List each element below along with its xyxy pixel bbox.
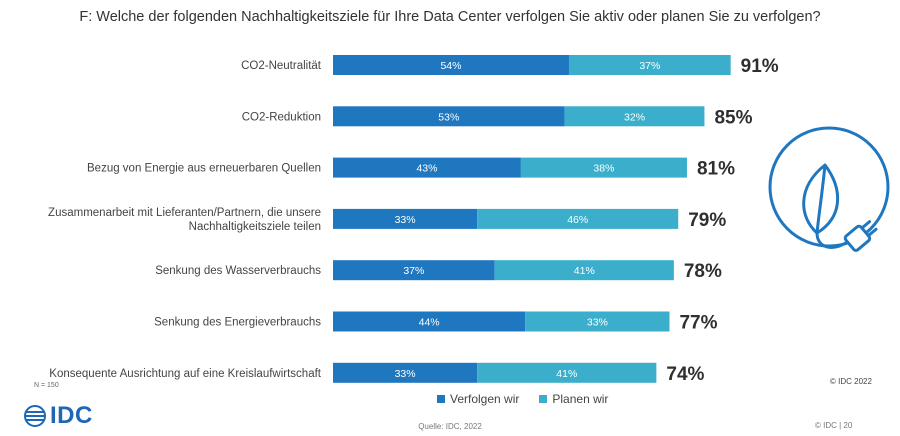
- bar-value-label: 43%: [416, 163, 437, 175]
- bar-value-label: 54%: [440, 60, 461, 72]
- idc-logo-text: IDC: [50, 402, 93, 429]
- legend-swatch-verfolgen: [437, 395, 445, 403]
- bar-value-label: 33%: [395, 214, 416, 226]
- legend-label-planen: Planen wir: [552, 392, 609, 406]
- bar-segment-verfolgen: [333, 106, 565, 127]
- bar-value-label: 41%: [556, 368, 577, 380]
- bar-segment-planen: [568, 55, 731, 75]
- bar-segment-verfolgen: [333, 55, 569, 75]
- total-value-label: 78%: [684, 261, 722, 282]
- bar-segment-verfolgen: [333, 311, 526, 332]
- total-value-label: 77%: [679, 313, 717, 334]
- bar-value-label: 46%: [567, 214, 588, 226]
- bar-segment-planen: [525, 311, 670, 332]
- sample-size-note: N = 150: [34, 382, 59, 389]
- idc-globe-icon: [24, 405, 46, 427]
- category-label: CO2-Neutralität: [241, 60, 322, 72]
- stacked-bar-chart: CO2-Neutralität 54% 37% 91% CO2-Reduktion 53%…: [48, 55, 779, 385]
- bar-value-label: 37%: [403, 265, 424, 277]
- total-value-label: 79%: [688, 210, 726, 231]
- legend-item-verfolgen: Verfolgen wir: [437, 392, 519, 406]
- legend-item-planen: Planen wir: [539, 392, 608, 406]
- bar-segment-verfolgen: [333, 157, 521, 178]
- legend-swatch-planen: [539, 395, 548, 403]
- bar-value-label: 53%: [438, 111, 459, 123]
- leaf-plug-icon: [768, 126, 890, 252]
- bar-value-label: 33%: [587, 317, 608, 329]
- category-label: Konsequente Ausrichtung auf eine Kreisla…: [49, 368, 321, 380]
- bar-segment-verfolgen: [333, 208, 478, 229]
- bar-value-label: 41%: [574, 265, 595, 277]
- bar-segment-planen: [564, 106, 705, 127]
- footer-page-info: © IDC | 20: [815, 421, 853, 430]
- bar-value-label: 37%: [639, 60, 660, 72]
- bar-value-label: 32%: [624, 111, 645, 123]
- bar-segment-planen: [494, 260, 674, 281]
- bar-value-label: 38%: [593, 163, 614, 175]
- bar-value-label: 33%: [395, 368, 416, 380]
- category-label: Senkung des Wasserverbrauchs: [155, 265, 321, 277]
- bar-segment-planen: [520, 157, 687, 178]
- total-value-label: 81%: [697, 159, 735, 180]
- chart-copyright: © IDC 2022: [830, 377, 872, 386]
- chart-title: F: Welche der folgenden Nachhaltigkeitsz…: [79, 9, 821, 25]
- bar-segment-planen: [477, 362, 657, 383]
- bar-segment-verfolgen: [333, 362, 478, 383]
- source-note: Quelle: IDC, 2022: [418, 422, 482, 431]
- bar-segment-verfolgen: [333, 260, 495, 281]
- legend: Verfolgen wir Planen wir: [437, 392, 628, 406]
- total-value-label: 85%: [714, 107, 752, 128]
- total-value-label: 91%: [741, 56, 779, 77]
- legend-label-verfolgen: Verfolgen wir: [450, 392, 520, 406]
- idc-logo: IDC: [24, 402, 93, 430]
- total-value-label: 74%: [666, 364, 704, 385]
- category-label: Zusammenarbeit mit Lieferanten/Partnern,…: [48, 207, 321, 233]
- bar-segment-planen: [477, 208, 679, 229]
- category-label: Senkung des Energieverbrauchs: [154, 317, 321, 329]
- category-label: Bezug von Energie aus erneuerbaren Quell…: [87, 163, 321, 175]
- bar-value-label: 44%: [419, 317, 440, 329]
- category-label: CO2-Reduktion: [242, 111, 321, 123]
